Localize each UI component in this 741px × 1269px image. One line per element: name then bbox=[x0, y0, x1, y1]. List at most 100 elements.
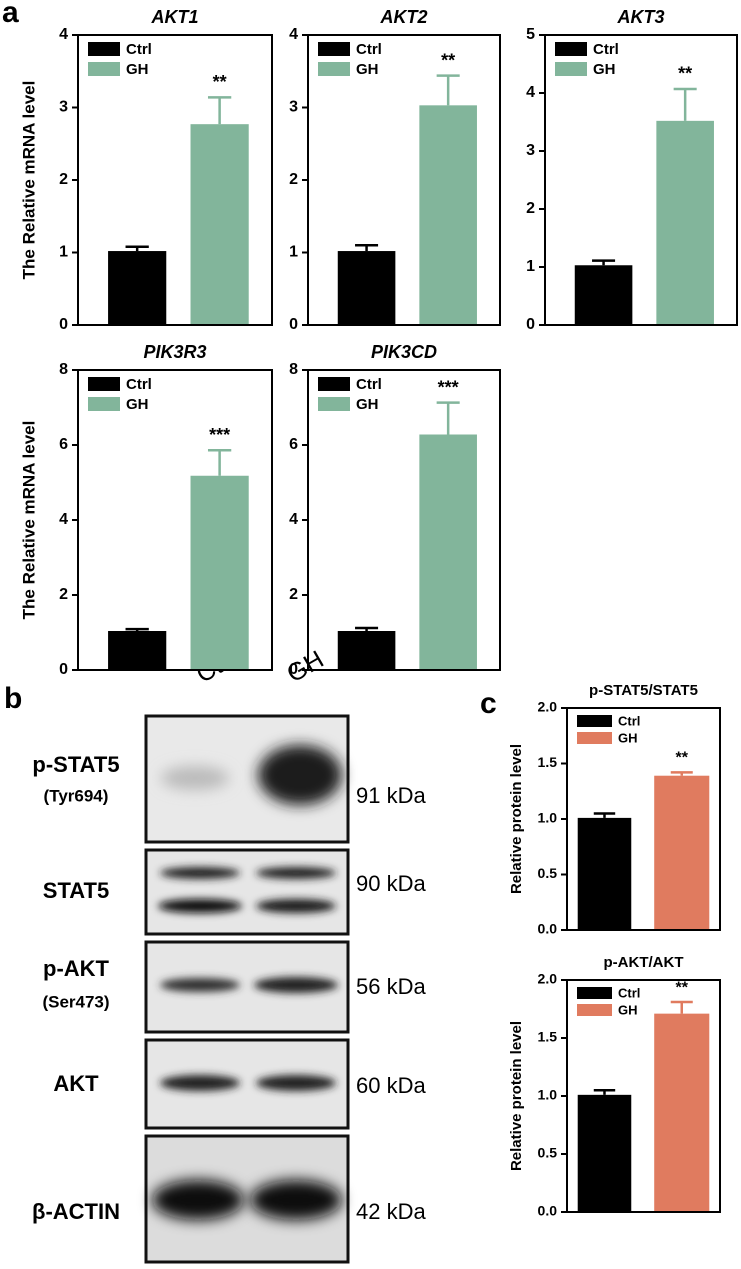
chart-title: p-AKT/AKT bbox=[604, 954, 684, 971]
chart-title: p-STAT5/STAT5 bbox=[589, 682, 698, 699]
y-axis-label: The Relative mRNA level bbox=[19, 81, 38, 280]
y-axis-label: Relative protein level bbox=[508, 744, 525, 894]
bar-chart: PIK3R3 The Relative mRNA level 0 2 4 6 8 Ctrl **… bbox=[19, 342, 273, 678]
bar-chart: p-AKT/AKT Relative protein level 0.0 0.5 1.0… bbox=[508, 954, 721, 1219]
y-tick-label: 0 bbox=[59, 316, 68, 333]
bar-chart: AKT2 0 1 2 3 4 Ctrl ** GH bbox=[289, 7, 501, 333]
y-tick-label: 4 bbox=[59, 511, 68, 528]
y-tick-label: 4 bbox=[289, 26, 298, 43]
band bbox=[256, 1075, 336, 1091]
significance-label: ** bbox=[678, 64, 692, 84]
legend-swatch bbox=[88, 62, 120, 76]
plot-frame bbox=[566, 979, 721, 1213]
y-axis-label: The Relative mRNA level bbox=[19, 421, 38, 620]
western-blot: Ctrl GH p-STAT5 (Tyr694) 91 kDa STAT5 90… bbox=[32, 645, 426, 1264]
blot-label: β-ACTIN bbox=[32, 1199, 120, 1224]
panel-label: b bbox=[4, 682, 22, 715]
y-tick-label: 8 bbox=[289, 361, 298, 378]
legend-label: GH bbox=[126, 396, 149, 413]
y-tick-label: 0 bbox=[289, 661, 298, 678]
y-tick-label: 3 bbox=[289, 99, 298, 116]
y-tick-label: 2 bbox=[59, 171, 68, 188]
legend-label: GH bbox=[356, 61, 379, 78]
band bbox=[254, 977, 338, 993]
y-tick-label: 2 bbox=[289, 586, 298, 603]
y-tick-label: 1.0 bbox=[538, 1087, 558, 1103]
bar bbox=[656, 120, 714, 325]
significance-label: ** bbox=[676, 750, 689, 767]
band bbox=[152, 1180, 244, 1220]
significance-label: *** bbox=[438, 377, 459, 397]
bar bbox=[190, 124, 249, 325]
legend-swatch bbox=[88, 377, 120, 391]
bar bbox=[108, 631, 167, 670]
bar bbox=[108, 251, 167, 325]
chart-title: PIK3CD bbox=[371, 342, 437, 362]
significance-label: ** bbox=[676, 979, 689, 996]
y-tick-label: 4 bbox=[59, 26, 68, 43]
legend-swatch bbox=[88, 397, 120, 411]
plot-frame bbox=[307, 369, 501, 671]
y-tick-label: 0 bbox=[526, 316, 535, 333]
y-tick-label: 1 bbox=[526, 258, 535, 275]
significance-label: ** bbox=[441, 50, 455, 70]
y-tick-label: 3 bbox=[526, 142, 535, 159]
legend-swatch bbox=[555, 42, 587, 56]
legend-swatch bbox=[318, 397, 350, 411]
legend-label: GH bbox=[356, 396, 379, 413]
y-tick-label: 8 bbox=[59, 361, 68, 378]
bar bbox=[577, 1094, 632, 1212]
plot-frame bbox=[544, 34, 738, 326]
y-tick-label: 1.0 bbox=[538, 810, 558, 826]
legend-swatch bbox=[318, 62, 350, 76]
blot-label: p-AKT bbox=[43, 956, 110, 981]
y-tick-label: 1 bbox=[289, 244, 298, 261]
legend-label: GH bbox=[593, 61, 616, 78]
blot-label: STAT5 bbox=[43, 878, 109, 903]
band bbox=[160, 1075, 240, 1091]
y-tick-label: 4 bbox=[289, 511, 298, 528]
bar bbox=[419, 434, 477, 670]
y-tick-label: 2.0 bbox=[538, 971, 558, 987]
band bbox=[160, 867, 240, 879]
legend-label: GH bbox=[618, 1002, 638, 1017]
bar bbox=[654, 1013, 710, 1212]
significance-label: ** bbox=[213, 72, 227, 92]
panel-label: c bbox=[480, 687, 497, 720]
legend-label: Ctrl bbox=[356, 376, 382, 393]
bar bbox=[577, 817, 632, 930]
band bbox=[160, 978, 240, 992]
bar-chart: PIK3CD 0 2 4 6 8 Ctrl *** GH bbox=[289, 342, 501, 678]
legend-label: Ctrl bbox=[356, 41, 382, 58]
plot-frame bbox=[77, 34, 273, 326]
y-tick-label: 0.5 bbox=[538, 865, 558, 881]
legend-swatch bbox=[577, 715, 612, 727]
legend-label: Ctrl bbox=[126, 41, 152, 58]
blot-size: 60 kDa bbox=[356, 1073, 426, 1098]
y-tick-label: 0.5 bbox=[538, 1145, 558, 1161]
y-tick-label: 2 bbox=[59, 586, 68, 603]
y-tick-label: 6 bbox=[59, 436, 68, 453]
y-tick-label: 2.0 bbox=[538, 699, 558, 715]
blot-label: p-STAT5 bbox=[32, 752, 119, 777]
y-tick-label: 2 bbox=[289, 171, 298, 188]
legend-label: Ctrl bbox=[618, 985, 640, 1000]
band bbox=[158, 899, 242, 913]
chart-title: AKT3 bbox=[616, 7, 664, 27]
legend-swatch bbox=[577, 987, 612, 999]
panel-label: a bbox=[2, 0, 19, 29]
blot-box bbox=[144, 848, 350, 936]
bar-chart: AKT1 The Relative mRNA level 0 1 2 3 4 Ctrl ** GH bbox=[19, 7, 273, 333]
plot-frame bbox=[307, 34, 501, 326]
y-tick-label: 4 bbox=[526, 84, 535, 101]
y-tick-label: 1.5 bbox=[538, 754, 558, 770]
legend-swatch bbox=[88, 42, 120, 56]
chart-title: AKT1 bbox=[150, 7, 198, 27]
y-tick-label: 0.0 bbox=[538, 921, 558, 937]
y-tick-label: 1 bbox=[59, 244, 68, 261]
chart-title: PIK3R3 bbox=[143, 342, 206, 362]
legend-swatch bbox=[555, 62, 587, 76]
blot-detail: (Tyr694) bbox=[44, 786, 109, 805]
band bbox=[250, 1180, 342, 1220]
